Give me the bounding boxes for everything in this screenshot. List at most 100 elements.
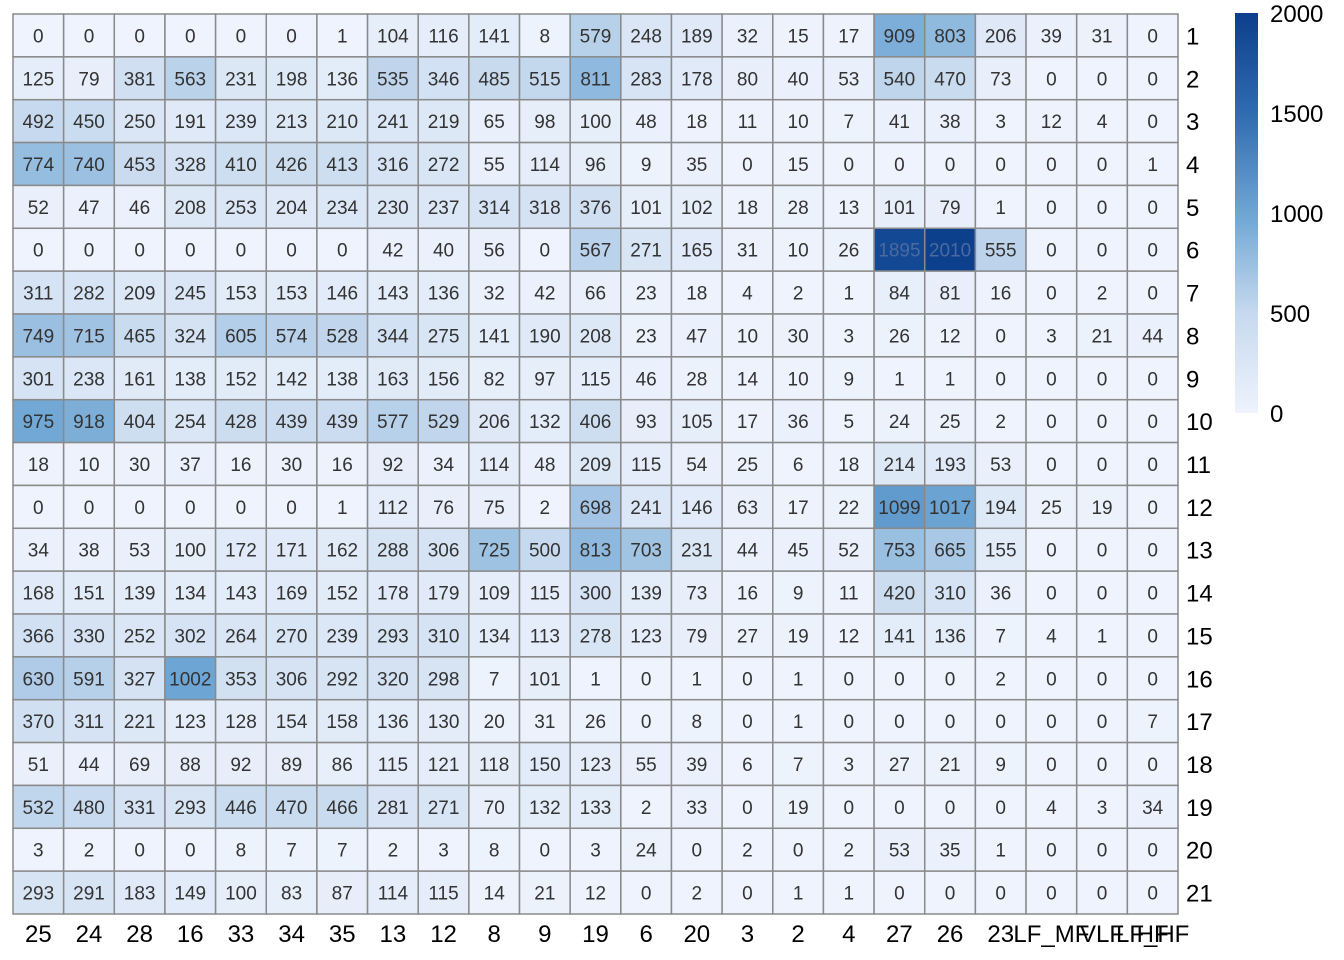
heatmap-cell [12, 13, 65, 58]
heatmap-cell [316, 441, 369, 487]
cell-value-label: 803 [934, 26, 966, 47]
cell-value-label: 2 [793, 284, 804, 305]
cell-value-label: 194 [985, 498, 1017, 519]
cell-value-label: 46 [129, 198, 150, 219]
row-tick-label: 20 [1186, 838, 1213, 865]
cell-value-label: 55 [484, 155, 505, 176]
cell-value-label: 154 [276, 712, 308, 733]
cell-value-label: 146 [681, 498, 713, 519]
heatmap-cell [12, 784, 65, 830]
cell-value-label: 0 [742, 712, 753, 733]
cell-value-label: 4 [1046, 798, 1057, 819]
heatmap-cell [1075, 56, 1129, 101]
cell-value-label: 1 [995, 841, 1006, 862]
cell-value-label: 311 [74, 712, 104, 733]
cell-value-label: 19 [788, 798, 809, 819]
cell-value-label: 270 [276, 626, 308, 647]
cell-value-label: 327 [124, 669, 156, 690]
cell-value-label: 28 [788, 198, 809, 219]
column-tick-label: 23 [987, 921, 1014, 948]
cell-value-label: 115 [530, 584, 560, 605]
cell-value-label: 344 [377, 326, 409, 347]
heatmap-cell [1126, 827, 1179, 872]
cell-value-label: 1 [337, 498, 348, 519]
cell-value-label: 114 [530, 155, 561, 176]
heatmap-cell [265, 227, 318, 272]
cell-value-label: 101 [884, 198, 916, 219]
heatmap-cell [1126, 398, 1179, 444]
cell-value-label: 34 [433, 455, 455, 476]
cell-value-label: 0 [894, 155, 905, 176]
cell-value-label: 109 [478, 584, 510, 605]
row-tick-label: 21 [1186, 881, 1213, 908]
cell-value-label: 45 [788, 541, 809, 562]
heatmap-cell [721, 527, 774, 572]
cell-value-label: 0 [236, 498, 247, 519]
cell-value-label: 11 [738, 112, 758, 133]
cell-value-label: 1895 [878, 241, 920, 262]
cell-value-label: 114 [378, 884, 409, 905]
cell-value-label: 139 [124, 584, 156, 605]
cell-value-label: 320 [377, 669, 409, 690]
cell-value-label: 1 [793, 712, 804, 733]
cell-value-label: 34 [28, 541, 50, 562]
cell-value-label: 26 [585, 712, 606, 733]
cell-value-label: 114 [479, 455, 510, 476]
cell-value-label: 5 [843, 412, 854, 433]
cell-value-label: 105 [681, 412, 713, 433]
cell-value-label: 44 [737, 541, 759, 562]
colorbar-tick-label: 1500 [1270, 101, 1323, 128]
row-tick-label: 3 [1186, 109, 1199, 136]
heatmap-cell [366, 56, 419, 101]
heatmap-cell [164, 784, 217, 830]
cell-value-label: 1 [692, 669, 703, 690]
cell-value-label: 125 [22, 69, 54, 90]
cell-value-label: 630 [22, 669, 54, 690]
cell-value-label: 0 [1097, 369, 1108, 390]
cell-value-label: 0 [641, 712, 652, 733]
heatmap-cell [316, 356, 369, 401]
heatmap-cell [316, 98, 369, 144]
cell-value-label: 152 [225, 369, 257, 390]
row-tick-label: 14 [1186, 581, 1213, 608]
heatmap-cell [316, 313, 369, 358]
cell-value-label: 2 [692, 884, 703, 905]
heatmap-cell [164, 184, 217, 230]
cell-value-label: 31 [1091, 26, 1112, 47]
column-tick-label: 13 [380, 921, 407, 948]
column-tick-label: HF [1137, 921, 1169, 948]
cell-value-label: 25 [737, 455, 758, 476]
column-tick-label: 27 [886, 921, 913, 948]
cell-value-label: 0 [692, 841, 703, 862]
cell-value-label: 204 [276, 198, 308, 219]
heatmap-cell [468, 741, 521, 787]
cell-value-label: 100 [580, 112, 612, 133]
cell-value-label: 245 [174, 284, 206, 305]
cell-value-label: 75 [484, 498, 505, 519]
heatmap-cell [164, 56, 217, 101]
cell-value-label: 21 [534, 884, 555, 905]
heatmap-cell [620, 56, 673, 101]
cell-value-label: 0 [185, 26, 196, 47]
cell-value-label: 32 [737, 26, 758, 47]
row-tick-label: 9 [1186, 366, 1199, 393]
heatmap-cell [468, 398, 521, 444]
cell-value-label: 30 [788, 326, 809, 347]
cell-value-label: 0 [1097, 155, 1108, 176]
cell-value-label: 158 [326, 712, 358, 733]
cell-value-label: 1 [995, 198, 1006, 219]
cell-value-label: 46 [636, 369, 657, 390]
cell-value-label: 136 [428, 284, 460, 305]
heatmap-cell [12, 227, 65, 272]
cell-value-label: 715 [73, 326, 105, 347]
cell-value-label: 2 [641, 798, 652, 819]
heatmap-cell [113, 784, 166, 830]
cell-value-label: 189 [681, 26, 713, 47]
cell-value-label: 134 [478, 626, 510, 647]
cell-value-label: 420 [884, 584, 916, 605]
column-tick-label: 4 [842, 921, 855, 948]
cell-value-label: 0 [1097, 584, 1108, 605]
heatmap-cell [316, 141, 369, 187]
cell-value-label: 605 [225, 326, 257, 347]
cell-value-label: 10 [788, 112, 809, 133]
